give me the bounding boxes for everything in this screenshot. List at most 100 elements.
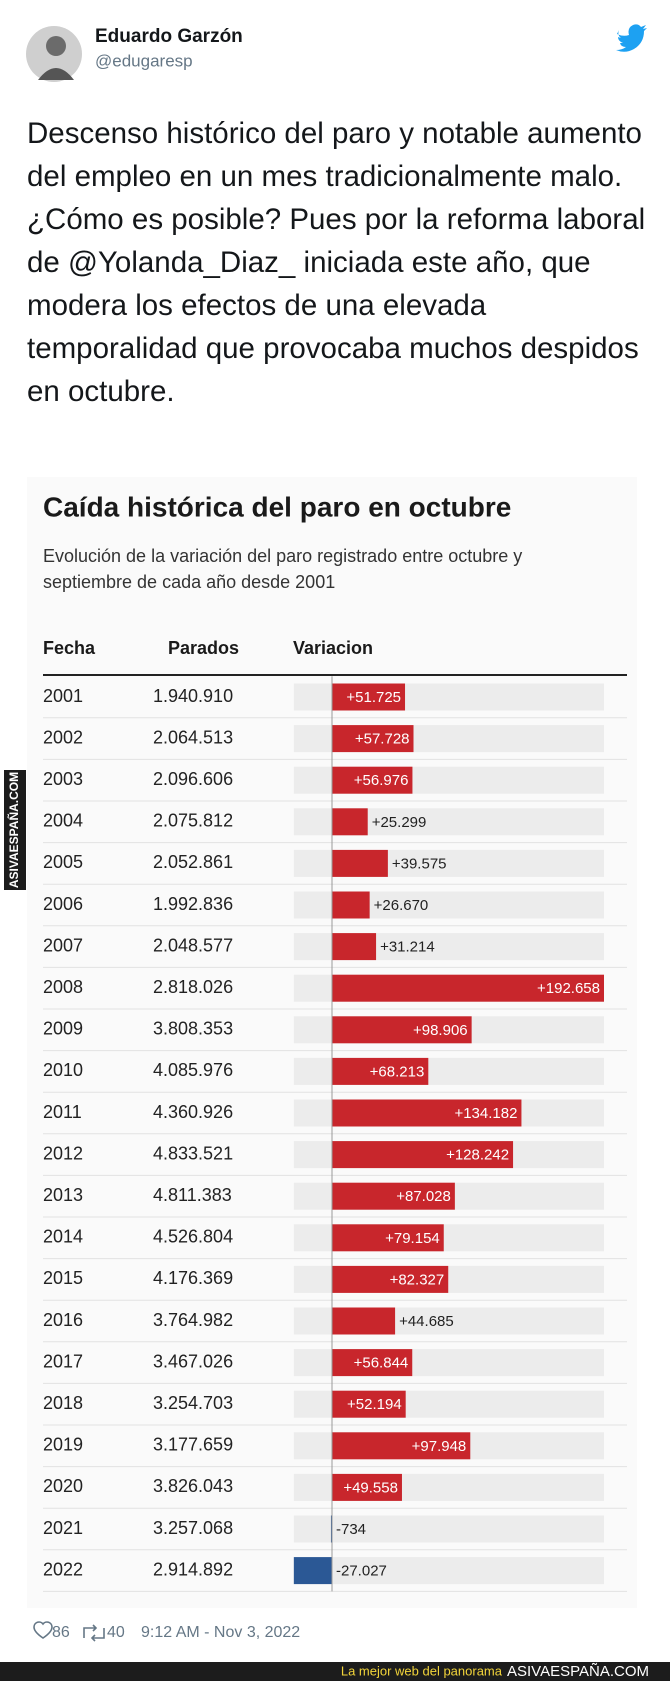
value-label: -27.027 xyxy=(336,1563,387,1580)
bar xyxy=(332,1141,514,1169)
value-label: +25.299 xyxy=(372,814,427,831)
bar xyxy=(332,849,388,877)
bar xyxy=(332,1057,429,1085)
value-label: +51.725 xyxy=(346,689,401,706)
bar xyxy=(332,974,604,1002)
value-label: +192.658 xyxy=(537,980,600,997)
footer-slogan: La mejor web del panorama xyxy=(341,1663,503,1678)
parados: 3.467.026 xyxy=(153,1351,233,1371)
footer-site[interactable]: ASIVAESPAÑA.COM xyxy=(507,1663,649,1680)
bar xyxy=(332,1224,444,1252)
parados: 2.064.513 xyxy=(153,727,233,747)
like-icon[interactable] xyxy=(33,1621,53,1639)
parados: 3.257.068 xyxy=(153,1518,233,1538)
value-label: +128.242 xyxy=(446,1147,509,1164)
year: 2012 xyxy=(43,1143,83,1163)
tweet-text: Descenso histórico del paro y notable au… xyxy=(27,117,646,408)
year: 2016 xyxy=(43,1310,83,1330)
bar xyxy=(332,1265,449,1293)
parados: 1.992.836 xyxy=(153,894,233,914)
parados: 2.914.892 xyxy=(153,1559,233,1579)
bar xyxy=(332,891,370,919)
chart-subtitle: Evolución de la variación del paro regis… xyxy=(43,546,522,566)
year: 2022 xyxy=(43,1559,83,1579)
timestamp[interactable]: 9:12 AM - Nov 3, 2022 xyxy=(141,1624,300,1641)
parados: 4.811.383 xyxy=(153,1185,232,1205)
year: 2004 xyxy=(43,811,83,831)
year: 2005 xyxy=(43,852,83,872)
bar xyxy=(293,1557,332,1585)
year: 2020 xyxy=(43,1476,83,1496)
bar xyxy=(332,808,368,836)
parados: 3.808.353 xyxy=(153,1019,233,1039)
bar xyxy=(332,1016,472,1044)
bar xyxy=(332,933,377,961)
parados: 4.833.521 xyxy=(153,1143,233,1163)
year: 2007 xyxy=(43,935,83,955)
bar xyxy=(332,766,413,794)
column-header: Parados xyxy=(168,638,239,658)
year: 2021 xyxy=(43,1518,83,1538)
year: 2018 xyxy=(43,1393,83,1413)
parados: 3.826.043 xyxy=(153,1476,233,1496)
bar-track xyxy=(293,1515,604,1543)
value-label: +26.670 xyxy=(374,897,429,914)
parados: 3.764.982 xyxy=(153,1310,233,1330)
value-label: +82.327 xyxy=(390,1271,445,1288)
value-label: +97.948 xyxy=(412,1438,467,1455)
retweet-icon[interactable] xyxy=(83,1624,105,1642)
year: 2017 xyxy=(43,1351,83,1371)
value-label: +52.194 xyxy=(347,1396,402,1413)
bar xyxy=(332,1390,406,1418)
year: 2014 xyxy=(43,1227,83,1247)
value-label: +87.028 xyxy=(396,1188,451,1205)
bar xyxy=(332,725,414,753)
value-label: -734 xyxy=(336,1521,366,1538)
chart-subtitle: septiembre de cada año desde 2001 xyxy=(43,572,335,592)
year: 2002 xyxy=(43,727,83,747)
value-label: +44.685 xyxy=(399,1313,454,1330)
retweet-count: 40 xyxy=(107,1624,125,1641)
avatar-body xyxy=(38,68,74,80)
bar xyxy=(332,1473,402,1501)
year: 2006 xyxy=(43,894,83,914)
year: 2009 xyxy=(43,1019,83,1039)
parados: 2.052.861 xyxy=(153,852,233,872)
parados: 3.254.703 xyxy=(153,1393,233,1413)
parados: 4.360.926 xyxy=(153,1102,233,1122)
author[interactable]: Eduardo Garzón xyxy=(95,26,243,47)
parados: 2.818.026 xyxy=(153,977,233,997)
value-label: +68.213 xyxy=(370,1063,425,1080)
parados: 4.526.804 xyxy=(153,1227,233,1247)
value-label: +31.214 xyxy=(380,939,435,956)
year: 2015 xyxy=(43,1268,83,1288)
column-header: Variacion xyxy=(293,638,373,658)
avatar-face xyxy=(46,36,66,56)
parados: 4.085.976 xyxy=(153,1060,233,1080)
value-label: +134.182 xyxy=(454,1105,517,1122)
value-label: +98.906 xyxy=(413,1022,468,1039)
parados: 3.177.659 xyxy=(153,1435,233,1455)
parados: 2.096.606 xyxy=(153,769,233,789)
bar xyxy=(332,1182,455,1210)
chart-title: Caída histórica del paro en octubre xyxy=(43,491,511,522)
parados: 1.940.910 xyxy=(153,686,233,706)
like-count: 86 xyxy=(52,1624,70,1641)
handle[interactable]: @edugaresp xyxy=(95,51,193,70)
bar xyxy=(332,1307,396,1335)
twitter-logo xyxy=(616,24,647,52)
year: 2019 xyxy=(43,1435,83,1455)
value-label: +79.154 xyxy=(385,1230,440,1247)
value-label: +57.728 xyxy=(355,731,410,748)
bar xyxy=(332,1432,471,1460)
year: 2013 xyxy=(43,1185,83,1205)
footer-bar xyxy=(0,1662,670,1681)
value-label: +39.575 xyxy=(392,855,447,872)
year: 2003 xyxy=(43,769,83,789)
bar-track xyxy=(293,1557,604,1585)
column-header: Fecha xyxy=(43,638,96,658)
parados: 4.176.369 xyxy=(153,1268,233,1288)
year: 2010 xyxy=(43,1060,83,1080)
